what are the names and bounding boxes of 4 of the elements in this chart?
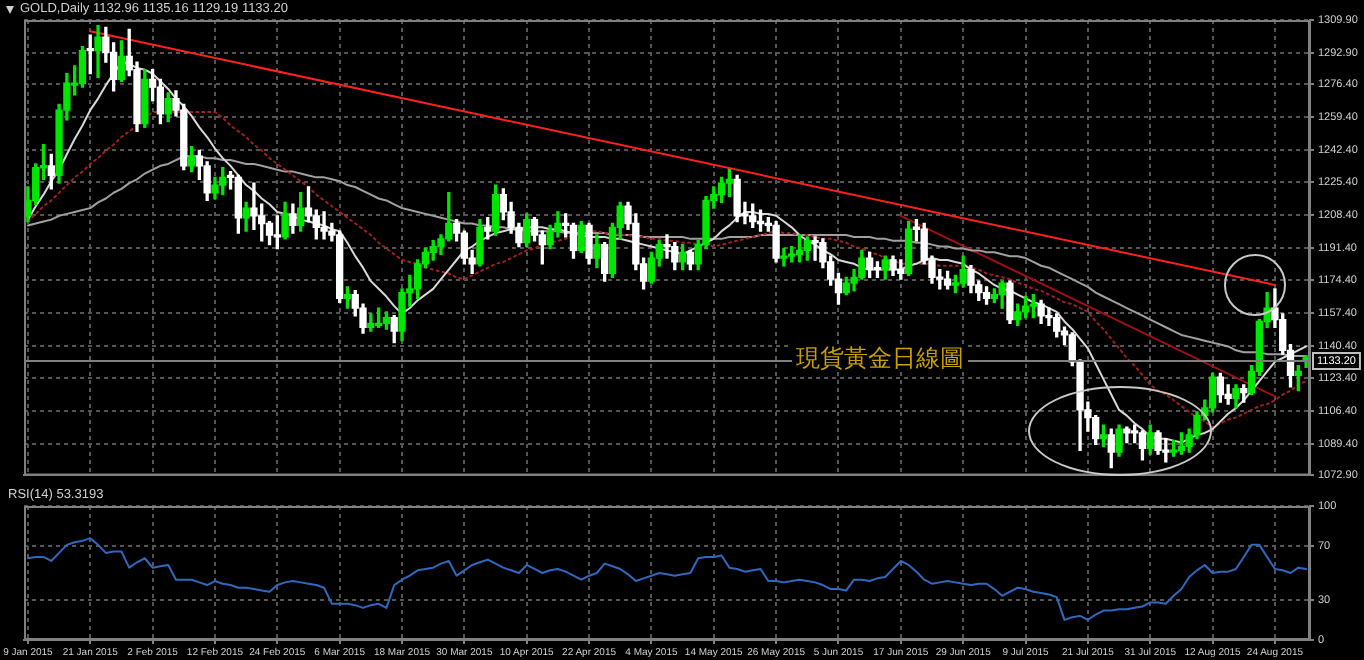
candlestick xyxy=(320,211,328,240)
candlestick xyxy=(811,236,819,261)
candlestick xyxy=(780,247,788,267)
annotation: 現貨黃金日線圖 xyxy=(792,344,968,372)
